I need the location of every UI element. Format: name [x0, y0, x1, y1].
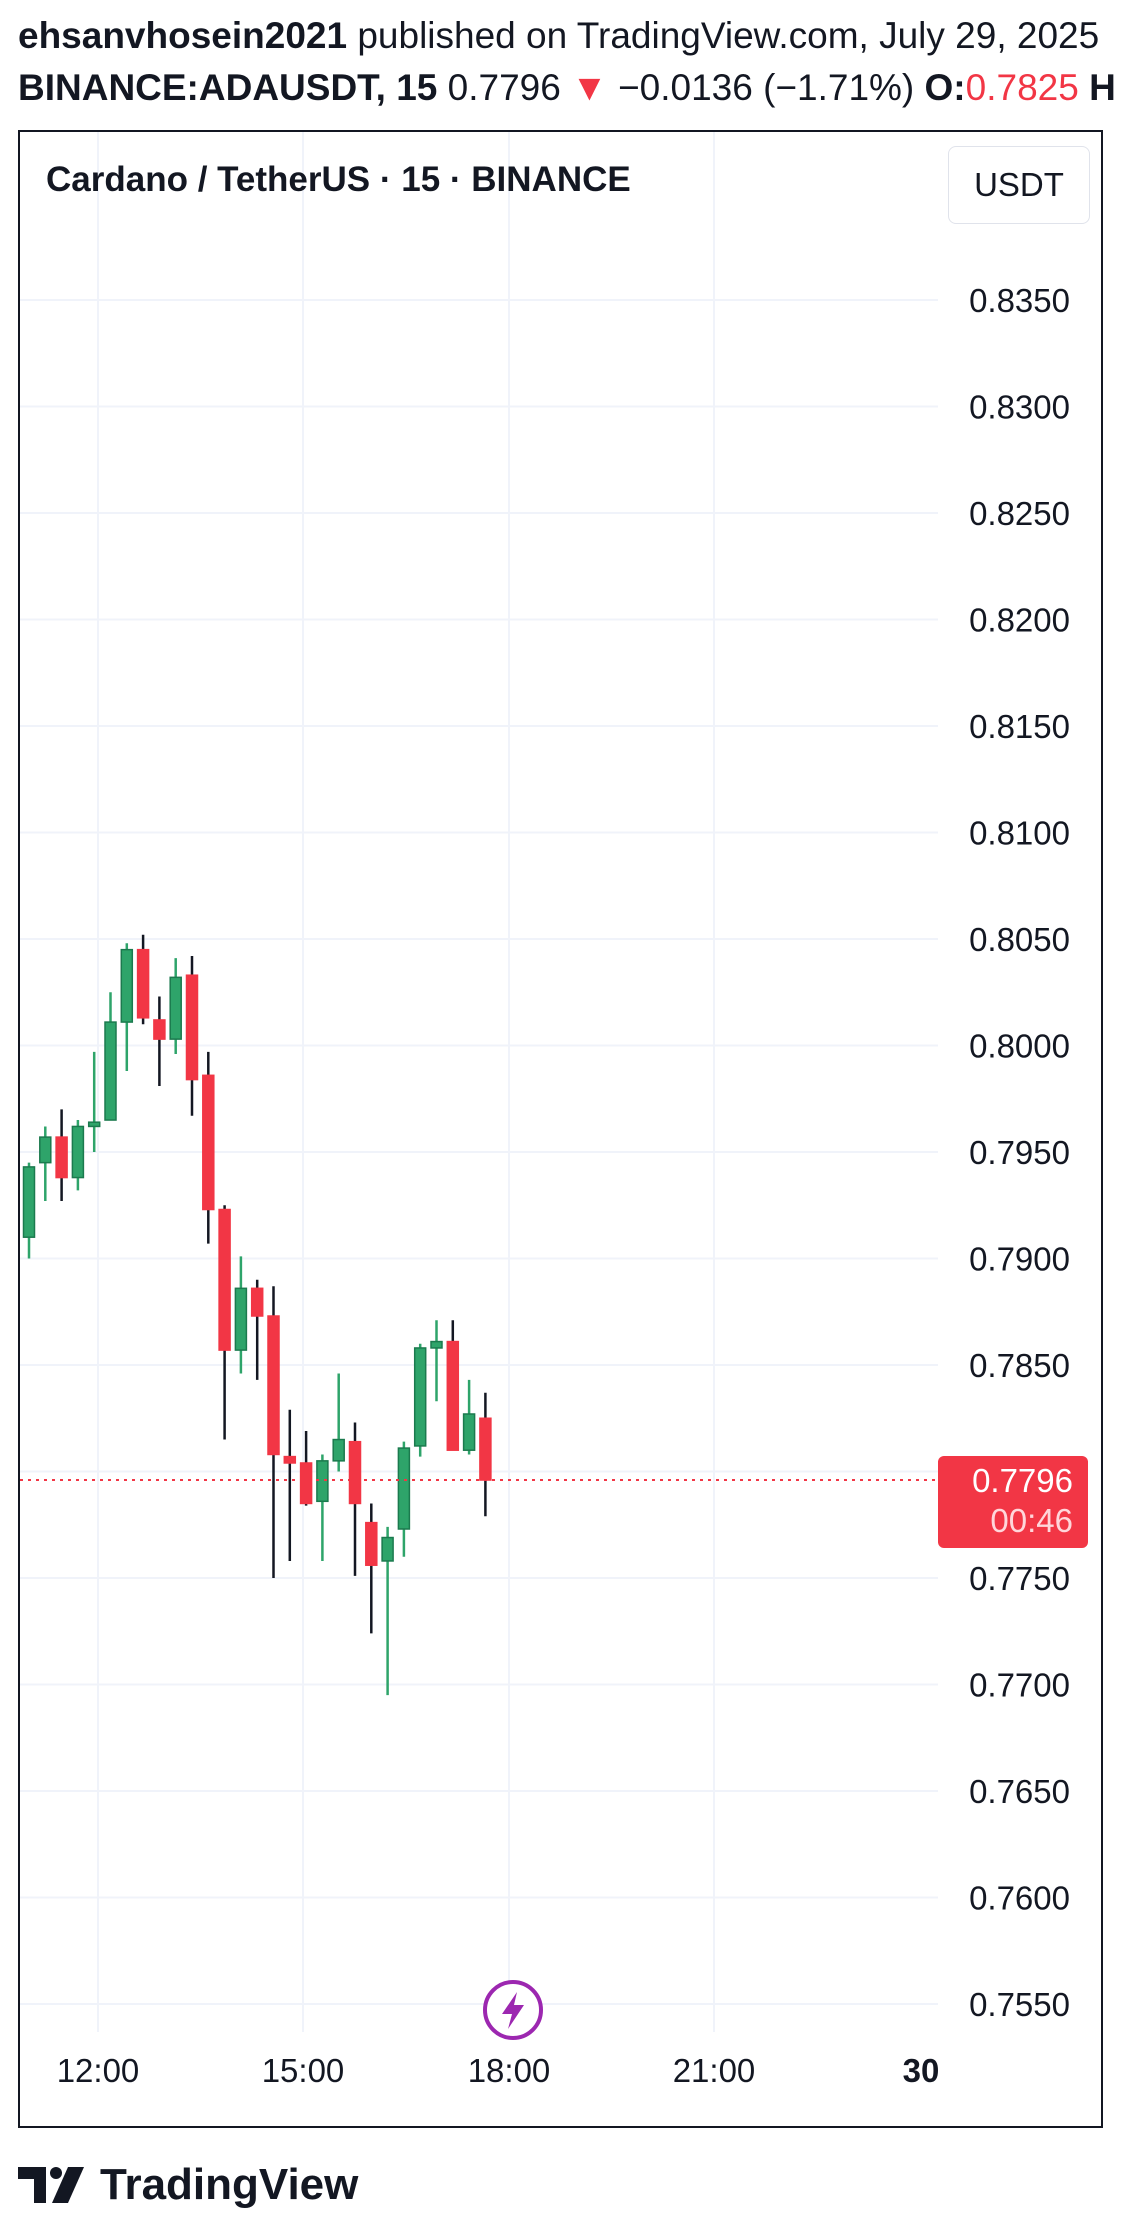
y-tick-label: 0.7600	[969, 1880, 1070, 1917]
candle-body	[299, 1462, 313, 1505]
candle-body	[332, 1438, 345, 1462]
candle-body	[104, 1021, 117, 1121]
candle-body	[218, 1208, 231, 1351]
lightning-icon[interactable]	[483, 1980, 543, 2040]
y-tick-label: 0.8350	[969, 282, 1070, 319]
current-price-box	[938, 1456, 1088, 1549]
y-tick-label: 0.7950	[969, 1134, 1070, 1171]
price-change: −0.0136 (−1.71%)	[618, 67, 915, 108]
y-tick-label: 0.7750	[969, 1560, 1070, 1597]
candle-body	[316, 1460, 329, 1503]
open-label: O:	[924, 67, 966, 108]
candle-body	[430, 1340, 443, 1349]
symbol-line: BINANCE:ADAUSDT, 15 0.7796 ▼ −0.0136 (−1…	[18, 62, 1122, 114]
candle-body	[185, 974, 199, 1081]
chart-header: ehsanvhosein2021 published on TradingVie…	[18, 10, 1122, 114]
y-tick-label: 0.8100	[969, 815, 1070, 852]
x-tick-label: 18:00	[468, 2052, 551, 2089]
candle-body	[397, 1447, 411, 1530]
candle-body	[348, 1440, 362, 1505]
current-price-label: 0.7796	[972, 1462, 1073, 1499]
candle-body	[202, 1074, 215, 1211]
candle-body	[55, 1136, 68, 1179]
tradingview-logo-icon	[18, 2167, 84, 2203]
candle-body	[381, 1536, 394, 1562]
last-price: 0.7796	[447, 67, 561, 108]
x-tick-label: 30	[903, 2052, 940, 2089]
candle-body	[250, 1287, 264, 1317]
x-axis-mask	[940, 2037, 1101, 2117]
candle-body	[136, 948, 150, 1019]
candle-body	[120, 948, 134, 1023]
open-value: 0.7825	[965, 67, 1079, 108]
price-chart[interactable]: 0.8350 0.8300 0.8250 0.8200 0.8150 0.8100 0.80…	[20, 132, 1101, 2126]
y-tick-label: 0.8050	[969, 921, 1070, 958]
candle-body	[365, 1521, 378, 1566]
author-name[interactable]: ehsanvhosein2021	[18, 15, 348, 56]
x-tick-label: 21:00	[673, 2052, 756, 2089]
candle-body	[462, 1413, 476, 1451]
candle-body	[234, 1287, 248, 1351]
y-tick-label: 0.7850	[969, 1347, 1070, 1384]
candle-body	[87, 1121, 101, 1128]
candle-body	[71, 1125, 85, 1179]
candle-body	[267, 1315, 280, 1456]
currency-button[interactable]: USDT	[948, 146, 1090, 224]
candle-body	[446, 1340, 460, 1451]
x-tick-label: 15:00	[262, 2052, 345, 2089]
published-text: published on TradingView.com, July 29, 2…	[357, 15, 1100, 56]
x-tick-label: 12:00	[57, 2052, 140, 2089]
candle-body	[413, 1347, 427, 1447]
y-tick-label: 0.7700	[969, 1667, 1070, 1704]
y-tick-label: 0.8250	[969, 495, 1070, 532]
publication-line: ehsanvhosein2021 published on TradingVie…	[18, 10, 1122, 62]
y-tick-label: 0.7900	[969, 1241, 1070, 1278]
logo-text: TradingView	[100, 2160, 359, 2209]
footer-logo[interactable]: TradingView	[18, 2160, 358, 2210]
y-tick-label: 0.8300	[969, 389, 1070, 426]
y-tick-label: 0.7550	[969, 1986, 1070, 2023]
candle-body	[153, 1019, 166, 1040]
chart-title: Cardano / TetherUS · 15 · BINANCE	[46, 160, 631, 199]
y-tick-label: 0.8000	[969, 1028, 1070, 1065]
y-tick-label: 0.8200	[969, 602, 1070, 639]
candle-body	[39, 1136, 52, 1164]
change-down-icon: ▼	[571, 67, 608, 108]
countdown-label: 00:46	[990, 1502, 1073, 1539]
candle-body	[479, 1417, 492, 1481]
candle-body	[283, 1455, 297, 1464]
chart-frame[interactable]: 0.8350 0.8300 0.8250 0.8200 0.8150 0.8100 0.80…	[18, 130, 1103, 2128]
candle-body	[22, 1166, 36, 1238]
candle-body	[169, 976, 182, 1040]
y-tick-label: 0.8150	[969, 708, 1070, 745]
symbol-name: BINANCE:ADAUSDT, 15	[18, 67, 438, 108]
y-tick-label: 0.7650	[969, 1773, 1070, 1810]
high-label-cut: H	[1089, 67, 1116, 108]
